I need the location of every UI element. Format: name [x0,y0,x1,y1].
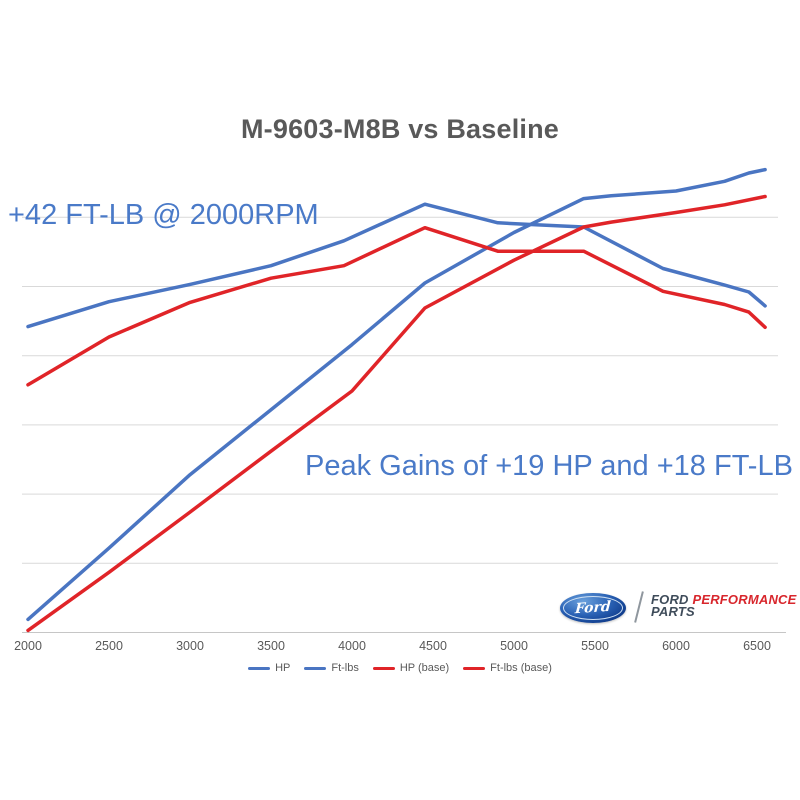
x-tick-label: 4500 [419,639,447,653]
annotation-torque-gain: +42 FT-LB @ 2000RPM [8,199,319,231]
legend-label: Ft-lbs [331,662,359,674]
x-tick-label: 3500 [257,639,285,653]
x-tick-label: 5000 [500,639,528,653]
legend-label: Ft-lbs (base) [490,662,552,674]
legend-item-hp[interactable]: HP [248,662,290,674]
x-tick-label: 2500 [95,639,123,653]
series-line-hp [26,167,767,622]
series-line-ft-lbs [26,202,767,329]
x-tick-label: 6000 [662,639,690,653]
x-tick-label: 6500 [743,639,771,653]
series-line-ft-lbs-base [26,225,767,387]
ford-performance-logo: Ford FORD PERFORMANCE PARTS [558,585,796,630]
ford-oval-ring: Ford [563,596,623,620]
ford-script-text: Ford [574,598,612,618]
logo-divider-slash [634,591,644,623]
x-tick-label: 2000 [14,639,42,653]
legend-item-ft-lbs[interactable]: Ft-lbs [304,662,359,674]
logo-ford-text: FORD [651,592,689,607]
logo-performance-text: PERFORMANCE [692,592,797,607]
series-line-hp-base [26,194,767,633]
legend-line-swatch [304,666,327,670]
logo-parts-text: PARTS [651,604,695,619]
legend-item-ft-lbs-base[interactable]: Ft-lbs (base) [463,662,552,674]
legend-line-swatch [372,666,395,670]
chart-legend: HP Ft-lbs HP (base) Ft-lbs (base) [0,662,800,674]
ford-oval-logo: Ford [560,593,626,623]
legend-line-swatch [463,666,486,670]
annotation-peak-gains: Peak Gains of +19 HP and +18 FT-LB [305,450,793,482]
chart-title: M-9603-M8B vs Baseline [240,114,560,144]
x-tick-label: 4000 [338,639,366,653]
legend-item-hp-base[interactable]: HP (base) [372,662,450,674]
x-tick-label: 3000 [176,639,204,653]
logo-text-block: FORD PERFORMANCE PARTS [651,592,797,619]
legend-label: HP (base) [399,662,450,674]
x-tick-label: 5500 [581,639,609,653]
legend-line-swatch [248,666,271,670]
legend-label: HP [275,662,291,674]
